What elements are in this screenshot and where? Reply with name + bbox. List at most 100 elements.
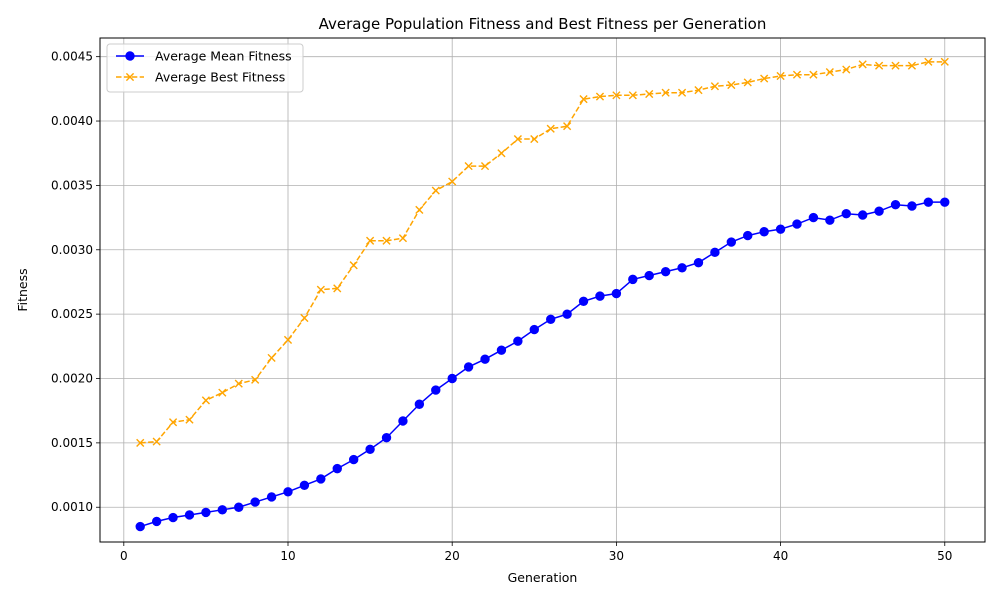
- legend-label-mean: Average Mean Fitness: [155, 49, 292, 64]
- x-tick-label: 10: [280, 549, 295, 563]
- data-point-stroke: [480, 161, 490, 171]
- data-point: [497, 149, 506, 158]
- data-point: [776, 71, 785, 81]
- data-point: [841, 209, 851, 219]
- data-point-stroke: [316, 285, 325, 294]
- data-point: [562, 309, 572, 319]
- data-point: [185, 415, 194, 424]
- data-point-stroke: [677, 88, 687, 97]
- x-tick-label: 40: [773, 549, 788, 563]
- data-point: [299, 480, 310, 491]
- data-point: [759, 227, 769, 237]
- data-point: [710, 82, 719, 91]
- data-point: [448, 177, 457, 186]
- data-point: [923, 197, 934, 207]
- data-point-stroke: [234, 379, 243, 388]
- data-point-stroke: [645, 89, 654, 99]
- data-point: [218, 388, 227, 397]
- data-point: [381, 433, 392, 443]
- legend-marker-best: [125, 72, 135, 82]
- data-point-stroke: [563, 122, 572, 131]
- data-point: [348, 454, 359, 465]
- data-point: [250, 497, 260, 507]
- data-point-stroke: [136, 438, 145, 447]
- data-point-stroke: [448, 177, 457, 186]
- data-point-stroke: [710, 82, 719, 91]
- data-point: [546, 124, 555, 133]
- data-point: [907, 201, 917, 211]
- series-layer: [135, 57, 950, 532]
- data-point-stroke: [907, 61, 917, 70]
- data-point: [283, 487, 293, 497]
- data-point: [184, 510, 195, 520]
- y-tick-label: 0.0040: [51, 114, 93, 128]
- data-point-stroke: [595, 92, 605, 101]
- data-point: [464, 161, 473, 171]
- data-point: [234, 379, 243, 388]
- data-point: [333, 284, 342, 293]
- chart-title: Average Population Fitness and Best Fitn…: [319, 15, 767, 33]
- data-point: [217, 505, 228, 515]
- data-point: [808, 212, 819, 223]
- data-point: [267, 353, 276, 363]
- data-point: [611, 288, 622, 299]
- data-point: [775, 224, 786, 234]
- y-tick-label: 0.0035: [51, 178, 93, 192]
- data-point-stroke: [251, 375, 260, 384]
- data-point: [710, 247, 720, 258]
- data-point: [135, 521, 145, 532]
- data-point: [940, 197, 950, 207]
- legend-box: [106, 43, 304, 93]
- data-point: [513, 336, 523, 346]
- data-point: [151, 516, 162, 527]
- y-tick-label: 0.0030: [51, 243, 93, 257]
- axis-ticks: 0 10 20 30 40 50 0.0010 0.0015 0.0020 0.0025 0.003…: [51, 50, 952, 563]
- data-point: [792, 219, 802, 229]
- data-point-stroke: [168, 418, 178, 427]
- data-point-stroke: [727, 80, 736, 90]
- data-point: [660, 266, 671, 277]
- data-point-stroke: [267, 353, 276, 363]
- data-point: [332, 463, 342, 474]
- data-point: [809, 70, 818, 79]
- data-point: [661, 88, 670, 97]
- data-point: [727, 80, 736, 90]
- y-tick-label: 0.0045: [51, 50, 93, 64]
- data-point: [251, 375, 260, 384]
- data-point: [349, 261, 358, 270]
- data-point: [300, 313, 309, 323]
- data-point: [874, 206, 884, 216]
- legend-marker-mean: [125, 51, 135, 61]
- data-point: [530, 134, 539, 144]
- y-tick-label: 0.0020: [51, 372, 93, 386]
- data-point: [612, 91, 621, 100]
- legend-marker-stroke: [125, 72, 135, 82]
- data-point: [398, 416, 408, 426]
- data-point: [907, 61, 917, 70]
- data-point: [316, 474, 326, 484]
- data-point: [842, 65, 851, 74]
- data-point: [595, 291, 605, 301]
- data-point-stroke: [809, 70, 818, 79]
- y-axis-label: Fitness: [15, 268, 30, 311]
- data-point: [645, 89, 654, 99]
- data-point: [201, 507, 211, 518]
- data-point: [316, 285, 325, 294]
- data-point-stroke: [201, 396, 210, 405]
- data-point-stroke: [283, 335, 293, 344]
- data-point-stroke: [497, 149, 506, 158]
- x-tick-label: 30: [609, 549, 624, 563]
- data-point: [792, 70, 802, 79]
- data-point-stroke: [743, 78, 752, 87]
- data-point: [693, 257, 704, 268]
- data-point: [857, 210, 868, 220]
- data-point: [628, 91, 637, 100]
- plot-frame: [99, 37, 986, 543]
- y-tick-label: 0.0025: [51, 307, 93, 321]
- data-point: [234, 502, 244, 512]
- x-axis-label: Generation: [508, 570, 578, 585]
- data-point-stroke: [333, 284, 342, 293]
- data-point: [628, 274, 638, 285]
- data-point: [677, 263, 687, 273]
